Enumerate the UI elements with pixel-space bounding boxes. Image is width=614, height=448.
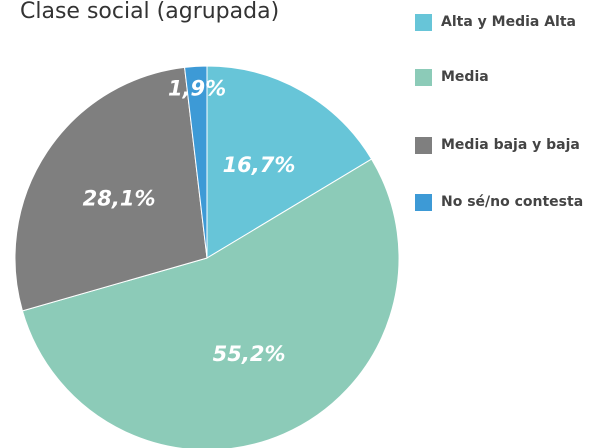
legend-label: Media baja y baja: [441, 137, 580, 153]
legend-swatch: [415, 194, 432, 211]
data-label: 55,2%: [213, 342, 286, 366]
data-label: 1,9%: [168, 76, 226, 100]
pie-slice: [21, 158, 400, 448]
pie-slice: [184, 65, 208, 259]
chart-title: Clase social (agrupada): [20, 0, 279, 24]
legend-label: Media: [441, 69, 489, 85]
pie-slice: [206, 65, 373, 259]
legend-swatch: [415, 14, 432, 31]
data-label: 16,7%: [223, 153, 296, 177]
legend-label: Alta y Media Alta: [441, 14, 576, 30]
data-label: 28,1%: [83, 186, 156, 210]
pie-slice: [14, 66, 208, 312]
legend-label: No sé/no contesta: [441, 194, 583, 210]
legend-swatch: [415, 137, 432, 154]
legend-swatch: [415, 69, 432, 86]
